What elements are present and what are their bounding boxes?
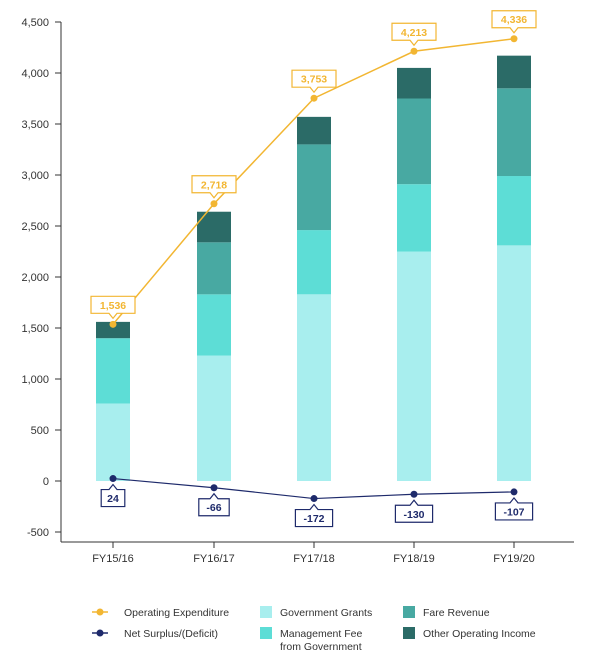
bar-segment [397,184,431,252]
callouts: 1,536 2,718 3,753 4,213 4,336 24 -66 -172 -130 -1… [90,10,537,528]
data-label: 24 [107,493,119,505]
bar-segment [497,88,531,177]
bar-segment [397,98,431,185]
legend-swatch [260,627,272,639]
line-point [310,495,318,503]
y-tick-label: 2,000 [21,272,49,284]
bar-segment [297,144,331,231]
legend-label-line: Other Operating Income [423,628,536,640]
legend-marker [96,608,104,616]
data-label: -130 [403,509,424,521]
y-tick-label: 2,500 [21,221,49,233]
bar-segment [497,55,531,89]
data-label: 1,536 [100,300,126,312]
data-label-box [494,496,534,521]
bar-segment [96,403,130,481]
legend-label: Management Fee from Government [280,628,362,653]
data-label-box [391,22,437,47]
axes: -500 0 500 1,000 1,500 2,000 2,500 3,000 3,500 4,… [21,17,574,565]
bar-segment [497,245,531,481]
data-label-box [291,69,337,94]
x-tick-label: FY16/17 [193,553,235,565]
data-label: -172 [303,513,324,525]
bar-segment [197,355,231,481]
lines [109,35,518,503]
line-point [109,320,117,328]
y-tick-label: 3,500 [21,119,49,131]
x-tick-label: FY18/19 [393,553,435,565]
bar-segment [197,294,231,356]
line-point [410,490,418,498]
y-tick-label: 1,500 [21,323,49,335]
legend-label: Operating Expenditure [124,607,229,619]
y-tick-label: -500 [27,527,49,539]
data-label-box [198,492,230,517]
line-point [410,47,418,55]
y-tick-label: 4,500 [21,17,49,29]
y-tick-label: 4,000 [21,68,49,80]
legend-label-line: Government Grants [280,607,372,619]
line-point [510,35,518,43]
bar-segment [297,294,331,481]
bar-segment [297,230,331,295]
data-label-box [191,175,237,199]
legend-swatch [403,627,415,639]
bar-segment [96,321,130,339]
data-label: -66 [206,502,221,514]
legend-label: Fare Revenue [423,607,490,619]
x-tick-label: FY17/18 [293,553,335,565]
legend: Operating Expenditure Government Grants Fa… [92,606,536,653]
data-label: 4,213 [401,27,427,39]
legend-marker [96,629,104,637]
legend-label: Net Surplus/(Deficit) [124,628,218,640]
bar-segment [297,116,331,145]
y-tick-label: 1,000 [21,374,49,386]
legend-label-line: from Government [280,641,362,653]
bar-segment [497,176,531,246]
bar-segment [397,251,431,481]
legend-label: Other Operating Income [423,628,536,640]
data-label: 3,753 [301,74,327,86]
data-label-box [294,503,334,528]
data-label-box [100,483,126,508]
data-label-box [90,295,136,320]
bar-segment [96,338,130,404]
line-point [510,488,518,496]
data-label: 4,336 [501,14,527,26]
data-label-box [394,499,434,523]
line-point [310,94,318,102]
legend-label: Government Grants [280,607,372,619]
y-tick-label: 500 [31,425,49,437]
legend-swatch [403,606,415,618]
bar-segment [397,67,431,99]
data-label-box [491,10,537,34]
y-tick-label: 0 [43,476,49,488]
legend-label-line: Management Fee [280,628,362,640]
bar-segment [197,242,231,295]
data-label: -107 [503,506,524,518]
line-point [109,475,117,483]
x-tick-label: FY15/16 [92,553,134,565]
y-tick-label: 3,000 [21,170,49,182]
data-label: 2,718 [201,179,227,191]
legend-label-line: Fare Revenue [423,607,490,619]
line-point [210,484,218,492]
line-point [210,200,218,208]
bars [96,55,531,481]
legend-swatch [260,606,272,618]
x-tick-label: FY19/20 [493,553,535,565]
bar-segment [197,211,231,243]
